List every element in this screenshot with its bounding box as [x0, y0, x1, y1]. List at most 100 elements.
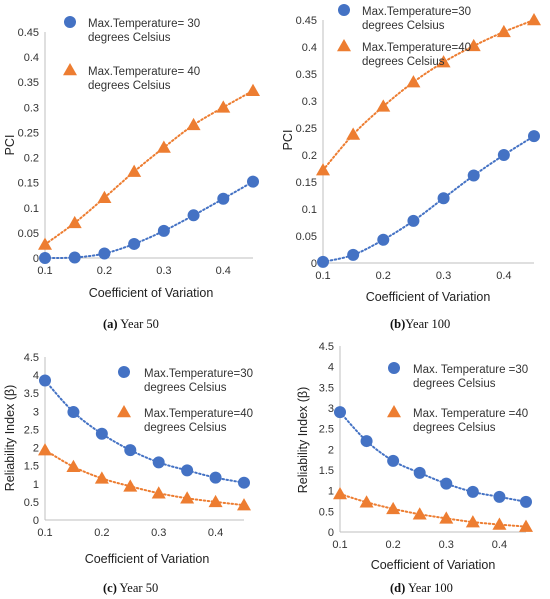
- legend-entry: Max.Temperature=40 degrees Celsius: [337, 39, 471, 68]
- data-point-triangle: [376, 99, 391, 112]
- legend-marker: [337, 39, 351, 52]
- y-tick-label: 0.4: [24, 52, 39, 64]
- y-tick-label: 1.5: [24, 461, 39, 473]
- y-tick-label: 0.5: [24, 497, 39, 509]
- data-point-circle: [437, 192, 450, 205]
- y-tick-label: 2: [33, 443, 39, 455]
- x-tick-label: 0.2: [385, 539, 400, 551]
- y-tick-label: 0.35: [18, 77, 39, 89]
- y-axis-title: PCI: [281, 130, 295, 151]
- legend-entry: Max.Temperature=30 degrees Celsius: [338, 4, 471, 32]
- caption-text: Year 50: [117, 581, 158, 595]
- x-tick-label: 0.1: [37, 527, 52, 539]
- x-tick-label: 0.3: [436, 270, 451, 282]
- data-point-triangle: [412, 507, 427, 520]
- x-tick-label: 0.3: [439, 539, 454, 551]
- legend-label: Max.Temperature= 30: [88, 18, 200, 30]
- data-point-circle: [497, 149, 510, 161]
- y-tick-label: 0.3: [302, 96, 317, 108]
- data-point-circle: [124, 444, 137, 457]
- data-point-triangle: [316, 163, 330, 176]
- y-tick-label: 1: [328, 486, 334, 498]
- data-point-triangle: [492, 517, 507, 530]
- y-tick-label: 3: [33, 406, 39, 418]
- y-axis-title: Reliability Index (β): [3, 385, 17, 492]
- y-tick-label: 0.1: [24, 203, 39, 215]
- x-axis-title: Coefficient of Variation: [89, 286, 214, 300]
- y-tick-label: 0.45: [18, 27, 39, 39]
- y-tick-label: 0.4: [302, 42, 317, 54]
- x-tick-label: 0.1: [315, 270, 330, 282]
- y-tick-label: 0.15: [296, 177, 317, 189]
- y-tick-label: 0.05: [18, 228, 39, 240]
- series-1: [334, 406, 532, 508]
- y-tick-label: 4: [33, 370, 39, 382]
- data-point-triangle: [127, 164, 142, 177]
- data-point-triangle: [406, 75, 421, 88]
- data-point-circle: [360, 435, 373, 448]
- series-1: [39, 175, 259, 264]
- legend-entry: Max.Temperature= 40 degrees Celsius: [63, 63, 200, 92]
- caption-text: Year 100: [405, 581, 453, 595]
- chart-panel-4: 0 0.5 1 1.5 2 2.5 3 3.5 4 4.5 0.1 0.2 0.3 0.4 Reliabil…: [296, 341, 533, 595]
- legend-label: degrees Celsius: [88, 80, 171, 92]
- data-point-circle: [209, 471, 222, 484]
- data-point-circle: [181, 464, 194, 477]
- data-point-triangle: [519, 519, 533, 532]
- data-point-triangle: [346, 127, 361, 140]
- x-tick-label: 0.2: [94, 527, 109, 539]
- y-tick-label: 0.1: [302, 204, 317, 216]
- y-tick-label: 0.05: [296, 231, 317, 243]
- data-point-circle: [387, 454, 400, 467]
- y-tick-label: 4.5: [24, 352, 39, 364]
- data-point-circle: [347, 248, 360, 261]
- data-point-circle: [377, 233, 390, 246]
- data-point-triangle: [496, 24, 511, 38]
- data-point-circle: [238, 476, 250, 489]
- chart-panel-2: 0 0.05 0.1 0.15 0.2 0.25 0.3 0.35 0.4 0.45 0.1 0.2 0…: [281, 4, 541, 331]
- series-2: [333, 486, 533, 532]
- chart-panel-1: 0 0.05 0.1 0.15 0.2 0.25 0.3 0.35 0.4 0.45 0.1 0.2 0…: [3, 16, 260, 331]
- legend-label: degrees Celsius: [144, 422, 227, 434]
- caption-label: (c): [103, 581, 117, 595]
- data-point-circle: [407, 214, 420, 227]
- data-point-triangle: [333, 486, 347, 500]
- data-point-circle: [39, 252, 51, 264]
- y-tick-label: 0.25: [18, 127, 39, 139]
- data-point-triangle: [156, 140, 171, 153]
- data-point-triangle: [97, 190, 112, 203]
- x-axis-title: Coefficient of Variation: [85, 552, 210, 566]
- caption-label: (d): [390, 581, 405, 595]
- legend-entry: Max.Temperature=40 degrees Celsius: [117, 405, 253, 434]
- data-point-triangle: [439, 511, 454, 524]
- data-point-triangle: [123, 479, 138, 492]
- legend-label: Max. Temperature =30: [413, 364, 528, 376]
- y-tick-label: 0.2: [302, 150, 317, 162]
- data-point-triangle: [246, 83, 260, 97]
- data-point-triangle: [94, 471, 109, 484]
- panel-caption: (c) Year 50: [103, 581, 158, 595]
- series-1: [39, 374, 250, 489]
- x-tick-label: 0.4: [496, 270, 511, 282]
- legend-label: Max.Temperature= 40: [88, 66, 200, 78]
- data-point-circle: [187, 209, 200, 222]
- y-tick-label: 1.5: [319, 465, 334, 477]
- data-point-circle: [440, 477, 453, 490]
- panel-caption: (b)Year 100: [390, 317, 450, 331]
- legend-marker: [63, 63, 77, 76]
- data-point-triangle: [208, 494, 223, 508]
- data-point-circle: [247, 175, 259, 188]
- y-tick-label: 4.5: [319, 341, 334, 353]
- caption-text: Year 50: [118, 317, 159, 331]
- data-point-triangle: [527, 13, 541, 26]
- y-tick-label: 0.25: [296, 123, 317, 135]
- y-tick-label: 0.15: [18, 178, 39, 190]
- legend-label: Max.Temperature=40: [362, 42, 471, 54]
- caption-text: Year 100: [405, 317, 450, 331]
- legend-label: Max.Temperature=30: [362, 6, 471, 18]
- x-tick-label: 0.4: [208, 527, 223, 539]
- x-axis-title: Coefficient of Variation: [371, 558, 496, 572]
- series-2: [38, 83, 260, 250]
- data-point-circle: [467, 169, 480, 182]
- x-tick-label: 0.2: [97, 265, 112, 277]
